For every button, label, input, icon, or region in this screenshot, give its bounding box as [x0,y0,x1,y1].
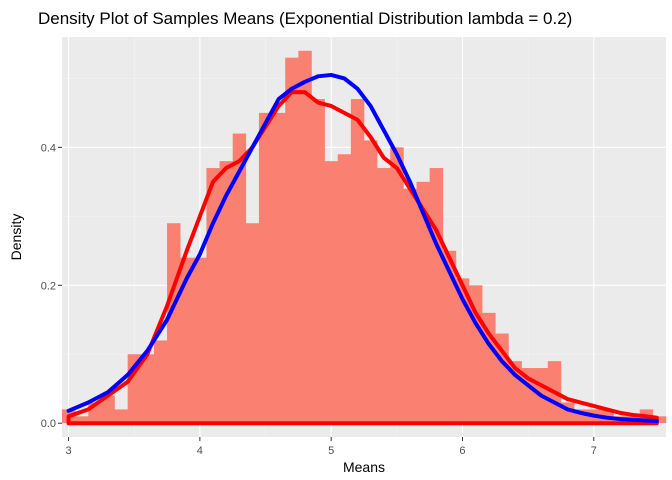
density-lines [66,72,659,426]
histogram-bar [219,161,233,424]
histogram-bar [442,250,457,424]
histogram-bars [62,50,667,424]
empirical-density-line [66,90,659,426]
histogram-bar [75,416,89,424]
histogram-bar [206,168,220,424]
y-axis-title: Density [8,214,24,261]
histogram-bar [153,340,168,424]
x-axis-ticks: 3 4 5 6 7 [66,437,597,457]
histogram-bar [416,181,430,424]
chart-title: Density Plot of Samples Means (Exponenti… [38,9,572,28]
histogram-bar [180,257,194,424]
histogram-bar [350,99,365,424]
histogram-bar [429,168,444,424]
x-tick-label: 4 [197,445,203,457]
histogram-bar [324,161,339,424]
y-tick-label: 0.2 [41,280,56,292]
normal-density-line [66,72,659,424]
histogram-bar [193,257,207,424]
histogram-bar [272,112,286,424]
histogram-bar [455,278,470,424]
x-tick-label: 6 [459,445,465,457]
y-tick-label: 0.0 [41,418,56,430]
x-tick-label: 5 [328,445,334,457]
x-tick-label: 3 [66,445,72,457]
histogram-bar [167,223,181,424]
x-tick-label: 7 [591,445,597,457]
histogram-bar [377,168,391,424]
histogram-bar [232,133,247,424]
histogram-bar [285,57,299,424]
y-axis-ticks: 0.0 0.2 0.4 [41,142,62,430]
histogram-bar [652,416,667,424]
histogram-bar [364,140,378,424]
histogram-bar [140,354,155,424]
histogram-bar [258,112,273,424]
x-axis-title: Means [343,459,385,475]
histogram-bar [403,188,417,424]
histogram-bar [311,99,325,424]
histogram-bar [101,395,115,424]
histogram-bar [337,154,352,424]
histogram-bar [298,50,312,424]
histogram-bar [114,409,128,424]
histogram-bar [390,147,404,424]
histogram-bar [245,223,260,424]
y-tick-label: 0.4 [41,142,56,154]
